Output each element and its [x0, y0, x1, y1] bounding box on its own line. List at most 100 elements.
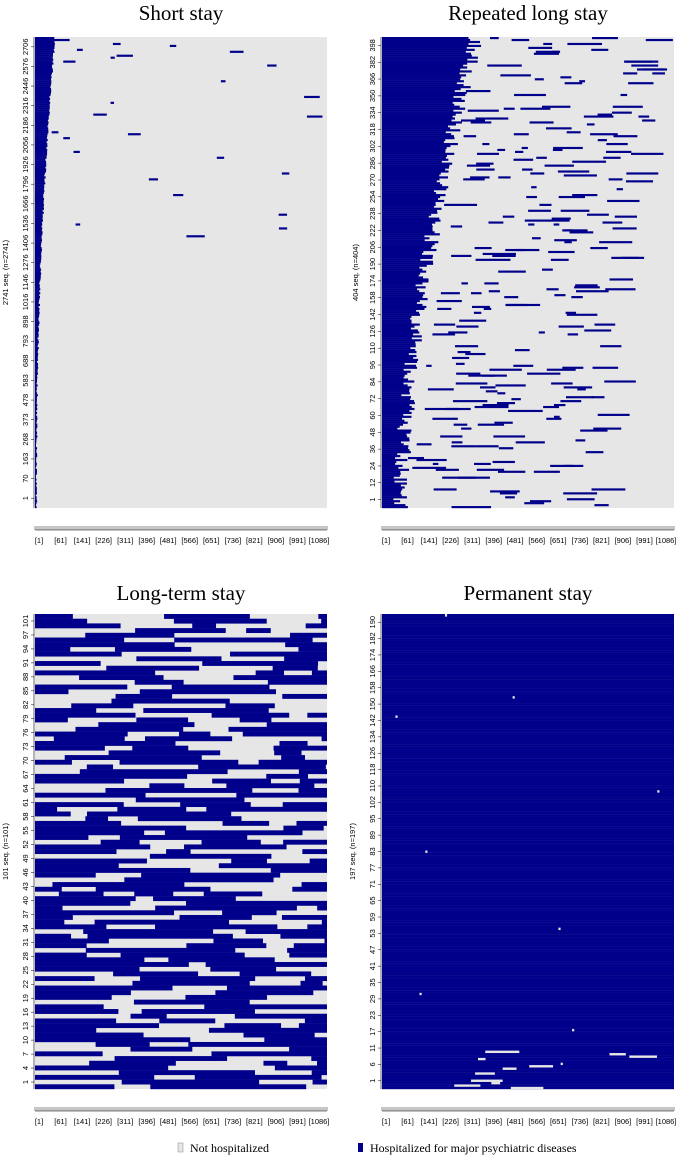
sequence-segment	[35, 425, 38, 428]
x-tick-label: [991]	[636, 1117, 653, 1126]
sequence-segment	[210, 966, 277, 972]
sequence-segment	[575, 284, 598, 287]
sequence-segment	[85, 816, 109, 822]
y-tick-label: 28	[21, 952, 30, 960]
sequence-segment	[382, 816, 674, 820]
sequence-segment	[382, 799, 674, 803]
sequence-segment	[382, 325, 415, 328]
sequence-segment	[35, 40, 55, 44]
sequence-segment	[382, 768, 674, 771]
sequence-segment	[382, 358, 419, 362]
sequence-segment	[382, 105, 460, 108]
sequence-segment	[566, 498, 595, 501]
sequence-segment	[220, 80, 226, 83]
sequence-segment	[35, 478, 37, 481]
sequence-segment	[453, 423, 468, 426]
sequence-segment	[487, 64, 522, 67]
sequence-segment	[382, 76, 462, 79]
sequence-segment	[382, 435, 408, 438]
x-tick-label: [311]	[464, 1117, 480, 1126]
sequence-segment	[35, 139, 48, 142]
sequence-segment	[382, 642, 674, 646]
sequence-segment	[382, 68, 461, 71]
y-tick-label: 94	[21, 645, 30, 653]
sequence-segment	[35, 172, 45, 175]
sequence-segment	[87, 933, 233, 939]
sequence-segment	[35, 439, 37, 442]
y-tick-label: 88	[21, 673, 30, 681]
sequence-segment	[35, 896, 136, 902]
sequence-segment	[407, 456, 424, 460]
sequence-segment	[382, 811, 674, 815]
sequence-segment	[382, 900, 674, 904]
sequence-segment	[141, 872, 281, 878]
sequence-segment	[382, 286, 426, 289]
sequence-segment	[382, 708, 674, 711]
sequence-segment	[560, 1062, 563, 1066]
sequence-segment	[382, 753, 674, 757]
sequence-segment	[35, 303, 40, 307]
y-tick-label: 190	[368, 258, 377, 271]
sequence-segment	[35, 190, 45, 193]
sequence-segment	[382, 980, 674, 984]
sequence-segment	[546, 288, 559, 291]
sequence-segment	[382, 123, 456, 126]
x-tick-label: [141]	[421, 1117, 438, 1126]
y-tick-label: 49	[21, 854, 30, 862]
y-axis: 1 70 163 268 373 478 583 688 793 898 1016 1146 1276 1…	[21, 37, 35, 508]
sequence-segment	[382, 411, 412, 414]
sequence-segment	[35, 178, 45, 181]
y-tick-label: 41	[368, 962, 377, 970]
sequence-segment	[382, 225, 433, 228]
x-tick-label: [821]	[246, 1117, 263, 1126]
sequence-segment	[382, 1004, 674, 1008]
sequence-segment	[382, 42, 469, 46]
sequence-segment	[35, 68, 53, 71]
legend-label: Not hospitalized	[190, 1141, 269, 1155]
sequence-segment	[382, 384, 408, 387]
sequence-segment	[382, 331, 420, 334]
y-tick-label: 71	[368, 880, 377, 888]
sequence-segment	[572, 194, 598, 197]
y-tick-label: 142	[368, 308, 377, 321]
x-tick-label: [651]	[550, 1117, 567, 1126]
sequence-segment	[382, 351, 417, 354]
sequence-segment	[35, 88, 52, 91]
sequence-segment	[382, 1069, 674, 1073]
sequence-segment	[73, 150, 80, 153]
sequence-segment	[590, 133, 618, 136]
y-tick-label: 52	[21, 840, 30, 848]
sequence-segment	[424, 407, 459, 411]
sequence-segment	[382, 380, 415, 383]
sequence-segment	[35, 382, 37, 385]
sequence-segment	[114, 646, 192, 652]
sequence-segment	[305, 623, 327, 629]
sequence-segment	[35, 455, 38, 458]
sequence-segment	[35, 286, 40, 289]
sequence-segment	[35, 360, 37, 363]
sequence-segment	[35, 494, 36, 497]
sequence-segment	[35, 113, 50, 116]
sequence-segment	[35, 174, 45, 177]
sequence-segment	[35, 1018, 117, 1024]
sequence-segment	[566, 131, 581, 134]
sequence-segment	[35, 966, 140, 972]
sequence-segment	[35, 335, 39, 338]
sequence-segment	[35, 201, 44, 205]
sequence-segment	[382, 621, 674, 624]
sequence-segment	[298, 1023, 327, 1029]
sequence-segment	[382, 845, 674, 849]
sequence-segment	[272, 665, 318, 671]
sequence-segment	[529, 121, 554, 124]
sequence-segment	[35, 337, 38, 340]
sequence-segment	[35, 260, 41, 263]
y-tick-label: 398	[368, 39, 377, 52]
sequence-segment	[530, 172, 545, 175]
heatmap-cells	[35, 37, 323, 509]
y-tick-label: 1	[368, 1079, 377, 1083]
y-tick-label: 206	[368, 241, 377, 254]
sequence-segment	[382, 303, 423, 307]
sequence-segment	[382, 451, 411, 454]
sequence-segment	[143, 708, 269, 713]
